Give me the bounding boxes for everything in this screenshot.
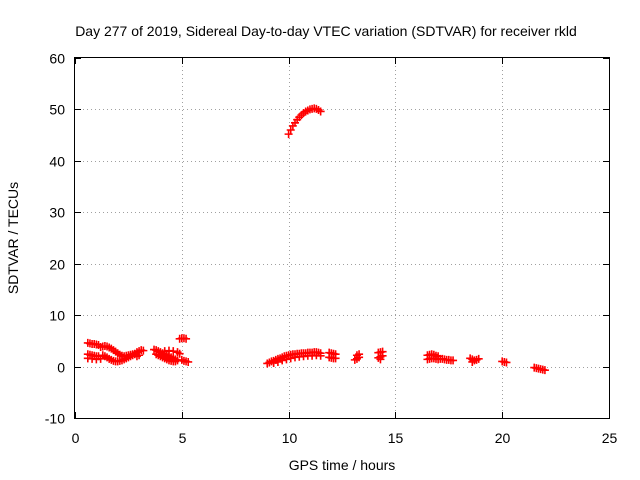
y-tick-label: 10 [49, 308, 65, 324]
data-point [184, 357, 193, 366]
y-tick-label: 0 [57, 360, 65, 376]
data-points [83, 104, 549, 375]
y-tick-label: 40 [49, 154, 65, 170]
data-point [175, 349, 184, 358]
data-point [376, 355, 385, 364]
data-point [316, 107, 325, 116]
data-point [278, 356, 287, 365]
data-point [378, 347, 387, 356]
y-tick-label: 60 [49, 51, 65, 67]
data-point [135, 351, 144, 360]
plot-frame [74, 57, 610, 419]
data-point [316, 351, 325, 360]
grid-lines [75, 58, 609, 418]
axis-ticks: 0 5 10 15 20 25 -10 0 10 20 30 40 50 60 [45, 51, 618, 447]
x-tick-label: 5 [179, 430, 187, 446]
x-tick-label: 10 [282, 430, 298, 446]
data-point [540, 366, 549, 375]
y-axis-label: SDTVAR / TECUs [5, 182, 21, 294]
x-tick-label: 15 [388, 430, 404, 446]
data-point [273, 357, 282, 366]
data-point [449, 356, 458, 365]
data-point [355, 350, 364, 359]
y-tick-label: -10 [45, 411, 65, 427]
data-point [468, 357, 477, 366]
data-point [269, 358, 278, 367]
data-point [502, 358, 511, 367]
data-point [169, 347, 178, 356]
data-point [282, 355, 291, 364]
y-tick-label: 20 [49, 257, 65, 273]
y-tick-label: 50 [49, 102, 65, 118]
data-point [284, 130, 293, 139]
data-point [171, 357, 180, 366]
y-tick-label: 30 [49, 205, 65, 221]
chart-title: Day 277 of 2019, Sidereal Day-to-day VTE… [75, 23, 577, 39]
x-tick-label: 0 [72, 430, 80, 446]
data-point [331, 354, 340, 363]
x-axis-label: GPS time / hours [289, 457, 396, 473]
data-point [139, 346, 148, 355]
data-point [286, 126, 295, 134]
data-point [182, 334, 191, 343]
x-tick-label: 20 [495, 430, 511, 446]
data-point [474, 354, 483, 363]
data-point [286, 354, 295, 363]
x-tick-label: 25 [602, 430, 618, 446]
